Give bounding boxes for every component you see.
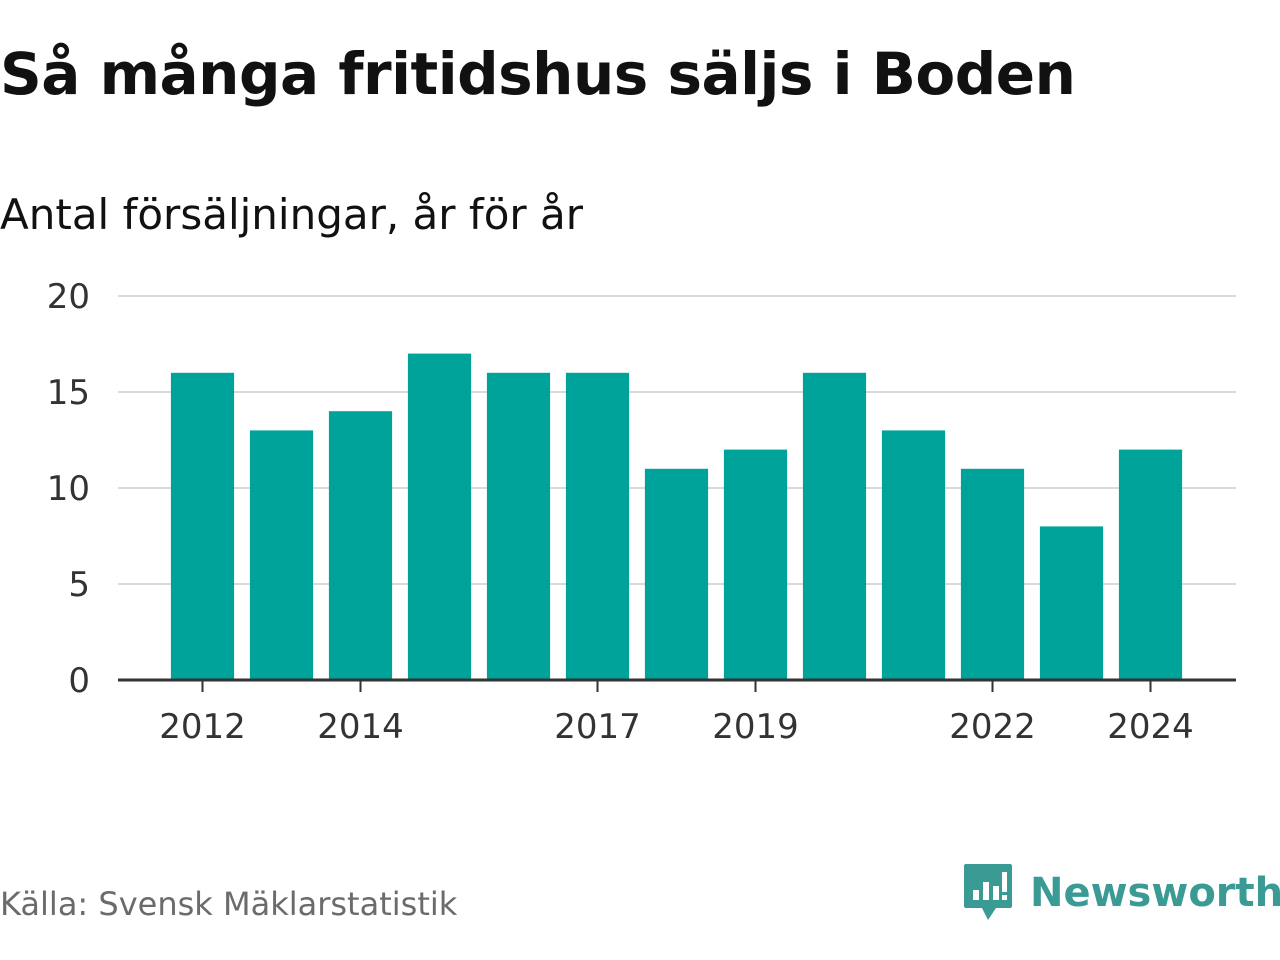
bar-chart: 0 5 10 15 20 2012 2014 2017 2019 2022 2024 xyxy=(47,277,1236,747)
chart-title: Så många fritidshus säljs i Boden xyxy=(0,40,1076,108)
bar-2013 xyxy=(249,430,314,680)
x-tick-label: 2022 xyxy=(949,707,1036,747)
bar-2012 xyxy=(170,372,235,680)
y-tick-label: 10 xyxy=(47,469,90,509)
newsworthy-logo-icon xyxy=(964,864,1012,920)
bar-layer xyxy=(170,353,1183,680)
bar-2017 xyxy=(565,372,630,680)
bar-2024 xyxy=(1118,449,1183,680)
logo-text: Newsworthy xyxy=(1030,870,1280,916)
y-tick-label: 15 xyxy=(47,373,90,413)
bar-2023 xyxy=(1039,526,1104,680)
y-tick-label: 20 xyxy=(47,277,90,317)
bar-2016 xyxy=(486,372,551,680)
x-tick-label: 2014 xyxy=(317,707,404,747)
x-tick-label: 2019 xyxy=(712,707,799,747)
x-tick-label: 2024 xyxy=(1107,707,1194,747)
y-tick-label: 0 xyxy=(68,661,90,701)
chart-subtitle: Antal försäljningar, år för år xyxy=(0,190,584,239)
x-tick-label: 2012 xyxy=(159,707,246,747)
source-note: Källa: Svensk Mäklarstatistik xyxy=(0,885,458,923)
x-tick-label: 2017 xyxy=(554,707,641,747)
bar-2021 xyxy=(881,430,946,680)
bar-2018 xyxy=(644,468,709,680)
bar-2014 xyxy=(328,411,393,680)
newsworthy-logo: Newsworthy xyxy=(962,862,1280,924)
bar-2015 xyxy=(407,353,472,680)
bar-2019 xyxy=(723,449,788,680)
axis-layer: 0 5 10 15 20 2012 2014 2017 2019 2022 2024 xyxy=(47,277,1236,747)
y-tick-label: 5 xyxy=(68,565,90,605)
bar-2020 xyxy=(802,372,867,680)
bar-2022 xyxy=(960,468,1025,680)
